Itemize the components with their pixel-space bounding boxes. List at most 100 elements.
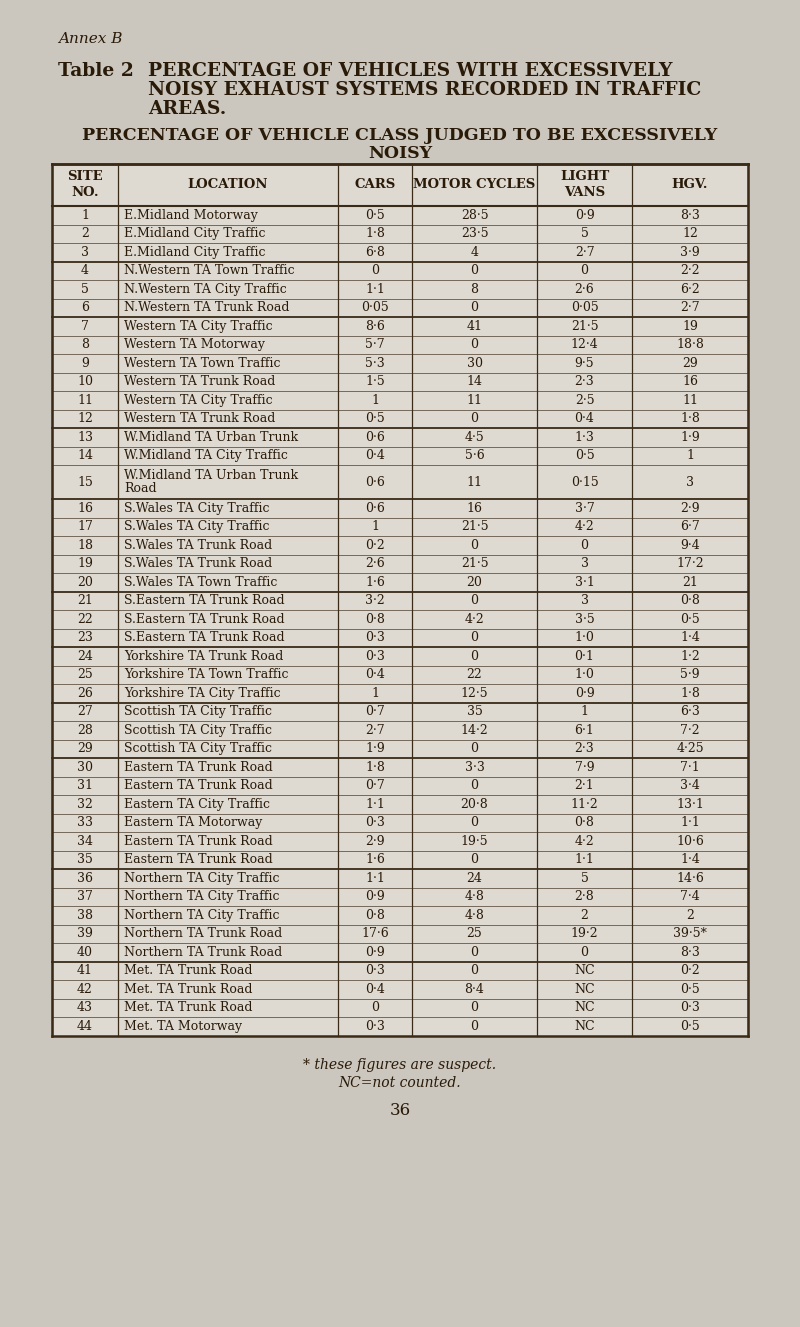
Text: 1·9: 1·9 <box>680 431 700 443</box>
Text: 3·5: 3·5 <box>574 613 594 626</box>
Text: NC: NC <box>574 1002 595 1014</box>
Text: 0·3: 0·3 <box>365 650 385 664</box>
Text: 18: 18 <box>77 539 93 552</box>
Text: 7: 7 <box>81 320 89 333</box>
Text: 4·25: 4·25 <box>676 743 704 755</box>
Text: 2·9: 2·9 <box>365 835 385 848</box>
Text: PERCENTAGE OF VEHICLE CLASS JUDGED TO BE EXCESSIVELY: PERCENTAGE OF VEHICLE CLASS JUDGED TO BE… <box>82 127 718 145</box>
Text: 31: 31 <box>77 779 93 792</box>
Text: 11·2: 11·2 <box>570 798 598 811</box>
Text: S.Wales TA City Traffic: S.Wales TA City Traffic <box>124 520 270 533</box>
Text: 9: 9 <box>81 357 89 370</box>
Text: 0: 0 <box>470 632 478 645</box>
Text: 0: 0 <box>581 946 589 959</box>
Text: 5·7: 5·7 <box>365 338 385 352</box>
Text: 1·8: 1·8 <box>365 760 385 774</box>
Text: 13·1: 13·1 <box>676 798 704 811</box>
Text: Eastern TA Motorway: Eastern TA Motorway <box>124 816 262 829</box>
Text: NC: NC <box>574 965 595 978</box>
Text: 16: 16 <box>682 376 698 389</box>
Text: 1·0: 1·0 <box>574 632 594 645</box>
Text: 1·9: 1·9 <box>365 743 385 755</box>
Text: 39·5*: 39·5* <box>673 928 707 941</box>
Text: 0·2: 0·2 <box>680 965 700 978</box>
Text: Western TA Trunk Road: Western TA Trunk Road <box>124 413 275 425</box>
Text: Eastern TA Trunk Road: Eastern TA Trunk Road <box>124 835 273 848</box>
Text: 0: 0 <box>470 264 478 277</box>
Text: S.Wales TA City Traffic: S.Wales TA City Traffic <box>124 502 270 515</box>
Text: 14: 14 <box>466 376 482 389</box>
Text: Northern TA Trunk Road: Northern TA Trunk Road <box>124 946 282 959</box>
Text: 2: 2 <box>686 909 694 922</box>
Text: 0: 0 <box>371 264 379 277</box>
Text: 1·1: 1·1 <box>365 872 385 885</box>
Text: 7·9: 7·9 <box>574 760 594 774</box>
Text: 4: 4 <box>470 245 478 259</box>
Text: Northern TA City Traffic: Northern TA City Traffic <box>124 890 279 904</box>
Text: Met. TA Trunk Road: Met. TA Trunk Road <box>124 1002 253 1014</box>
Text: HGV.: HGV. <box>672 178 708 191</box>
Text: 12·5: 12·5 <box>461 687 488 699</box>
Text: 19: 19 <box>682 320 698 333</box>
Text: 0·5: 0·5 <box>680 613 700 626</box>
Text: 7·2: 7·2 <box>680 725 700 736</box>
Text: Yorkshire TA Trunk Road: Yorkshire TA Trunk Road <box>124 650 283 664</box>
Text: 36: 36 <box>390 1101 410 1119</box>
Text: 40: 40 <box>77 946 93 959</box>
Text: NOISY: NOISY <box>368 145 432 162</box>
Text: Scottish TA City Traffic: Scottish TA City Traffic <box>124 706 272 718</box>
Text: 0: 0 <box>371 1002 379 1014</box>
Text: 0·4: 0·4 <box>365 450 385 462</box>
Text: 0·5: 0·5 <box>365 413 385 425</box>
Text: 43: 43 <box>77 1002 93 1014</box>
Text: 34: 34 <box>77 835 93 848</box>
Text: 0·9: 0·9 <box>574 687 594 699</box>
Text: Eastern TA City Traffic: Eastern TA City Traffic <box>124 798 270 811</box>
Text: 0·4: 0·4 <box>365 983 385 997</box>
Text: 2: 2 <box>581 909 589 922</box>
Text: 0·3: 0·3 <box>365 816 385 829</box>
Text: 0: 0 <box>581 264 589 277</box>
Text: 42: 42 <box>77 983 93 997</box>
Text: 11: 11 <box>77 394 93 407</box>
Text: 1·6: 1·6 <box>365 853 385 867</box>
Text: 5·3: 5·3 <box>365 357 385 370</box>
Text: 19·2: 19·2 <box>570 928 598 941</box>
Text: 8·3: 8·3 <box>680 946 700 959</box>
Text: S.Wales TA Trunk Road: S.Wales TA Trunk Road <box>124 557 272 571</box>
Text: S.Eastern TA Trunk Road: S.Eastern TA Trunk Road <box>124 632 285 645</box>
Text: 0: 0 <box>470 743 478 755</box>
Text: 0·5: 0·5 <box>365 208 385 222</box>
Text: 44: 44 <box>77 1020 93 1032</box>
Text: 3: 3 <box>81 245 89 259</box>
Text: 10: 10 <box>77 376 93 389</box>
Text: 5: 5 <box>581 872 589 885</box>
Text: S.Eastern TA Trunk Road: S.Eastern TA Trunk Road <box>124 613 285 626</box>
Text: 18·8: 18·8 <box>676 338 704 352</box>
Text: 0: 0 <box>470 338 478 352</box>
Text: 6: 6 <box>81 301 89 314</box>
Text: 7·4: 7·4 <box>680 890 700 904</box>
Text: 17: 17 <box>77 520 93 533</box>
Text: Northern TA City Traffic: Northern TA City Traffic <box>124 872 279 885</box>
Text: 0: 0 <box>470 650 478 664</box>
Text: 2·3: 2·3 <box>574 743 594 755</box>
Text: 3: 3 <box>581 557 589 571</box>
Text: 28: 28 <box>77 725 93 736</box>
Text: 0·2: 0·2 <box>365 539 385 552</box>
Text: 39: 39 <box>77 928 93 941</box>
Text: Met. TA Motorway: Met. TA Motorway <box>124 1020 242 1032</box>
Text: Eastern TA Trunk Road: Eastern TA Trunk Road <box>124 760 273 774</box>
Text: 0·7: 0·7 <box>365 706 385 718</box>
Text: 3·1: 3·1 <box>574 576 594 589</box>
Text: 38: 38 <box>77 909 93 922</box>
Text: Scottish TA City Traffic: Scottish TA City Traffic <box>124 725 272 736</box>
Text: 2·3: 2·3 <box>574 376 594 389</box>
Text: 2·7: 2·7 <box>574 245 594 259</box>
Text: 0·6: 0·6 <box>365 475 385 488</box>
Text: 14·6: 14·6 <box>676 872 704 885</box>
Text: 17·6: 17·6 <box>361 928 389 941</box>
Text: 0: 0 <box>470 853 478 867</box>
Text: 16: 16 <box>77 502 93 515</box>
Text: 2·2: 2·2 <box>680 264 700 277</box>
